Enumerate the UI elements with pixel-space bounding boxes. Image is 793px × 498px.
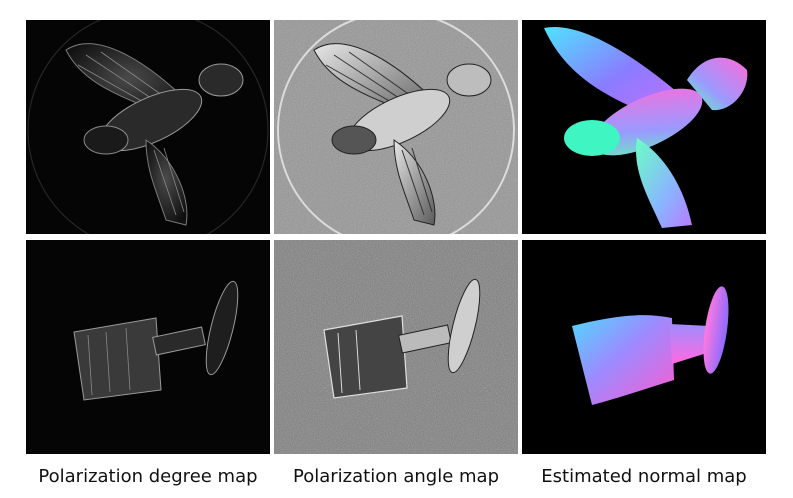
panel-normal-bird <box>522 20 766 234</box>
normal-goblet-image <box>522 240 766 454</box>
degree-goblet-image <box>26 240 270 454</box>
degree-bird-image <box>26 20 270 234</box>
angle-bird-image <box>274 20 518 234</box>
panel-normal-goblet <box>522 240 766 454</box>
caption-angle-map: Polarization angle map <box>293 466 499 487</box>
panel-degree-bird <box>26 20 270 234</box>
caption-normal-map: Estimated normal map <box>541 466 747 487</box>
angle-goblet-image <box>274 240 518 454</box>
panel-angle-bird <box>274 20 518 234</box>
panel-degree-goblet <box>26 240 270 454</box>
panel-angle-goblet <box>274 240 518 454</box>
caption-degree-map: Polarization degree map <box>38 466 258 487</box>
normal-bird-image <box>522 20 766 234</box>
